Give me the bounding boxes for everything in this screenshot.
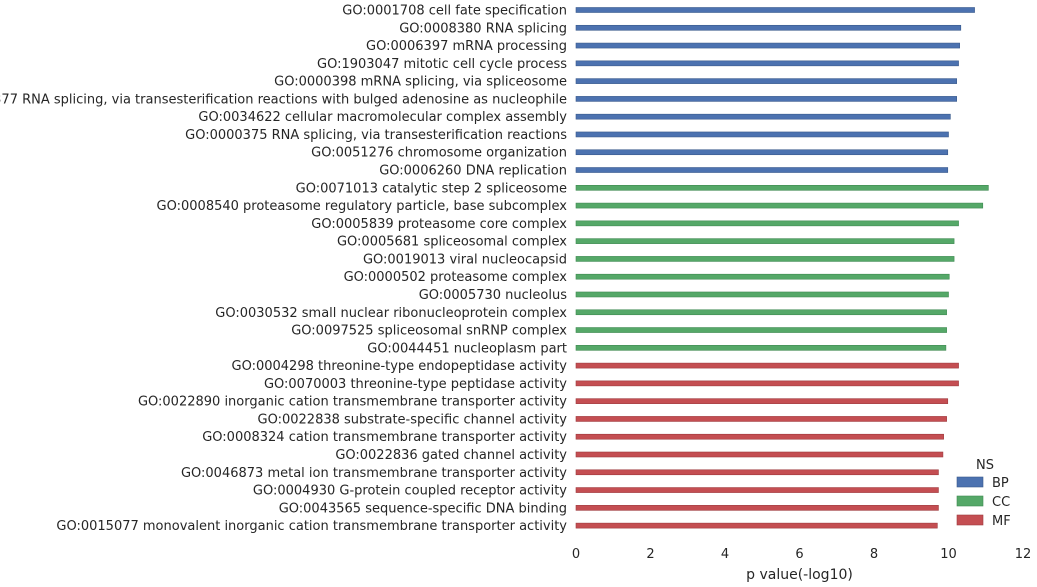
bar-mf [575,380,959,387]
category-label: GO:0008540 proteasome regulatory particl… [157,199,568,214]
x-tick-label: 10 [940,547,957,562]
x-axis-label: p value(-log10) [746,567,853,583]
legend: NS BP CC MF [956,458,1011,529]
bar-bp [575,78,957,84]
category-label: GO:0006260 DNA replication [379,164,567,179]
legend-label-cc: CC [992,495,1010,510]
bar-bp [575,131,949,138]
category-label: GO:0019013 viral nucleocapsid [363,252,567,267]
bar-bp [575,149,949,156]
category-label: GO:0001708 cell fate specification [342,4,567,19]
bar-cc [575,345,947,351]
x-tick-label: 0 [572,547,580,562]
x-tick-label: 12 [1015,547,1032,562]
bar-mf [575,398,949,404]
bar-bp [575,113,951,120]
x-tick-label: 4 [721,547,729,562]
bar-bp [575,167,949,173]
legend-label-mf: MF [992,514,1011,529]
x-tick-label: 6 [795,547,803,562]
category-label: GO:0043565 sequence-specific DNA binding [279,501,567,516]
category-label: GO:0008324 cation transmembrane transpor… [202,430,567,445]
bar-mf [575,487,939,493]
bar-bp [575,96,957,102]
bar-mf [575,451,944,458]
category-label: GO:0015077 monovalent inorganic cation t… [56,519,567,534]
legend-title: NS [976,458,994,473]
bar-cc [575,256,955,262]
category-label: GO:0004930 G-protein coupled receptor ac… [253,484,567,499]
category-label: GO:0006397 mRNA processing [366,39,567,54]
bar-mf [575,416,947,422]
category-label: GO:0022838 substrate-specific channel ac… [258,412,568,427]
bar-cc [575,309,947,316]
bar-mf [575,522,938,529]
category-label: GO:0000502 proteasome complex [344,270,568,285]
category-label: GO:0071013 catalytic step 2 spliceosome [296,181,567,196]
bar-mf [575,362,959,369]
bar-cc [575,327,947,333]
category-label: GO:0005681 spliceosomal complex [337,235,567,250]
bar-mf [575,433,944,440]
bar-cc [575,238,955,244]
bar-cc [575,220,959,227]
category-label: GO:0022836 gated channel activity [335,448,567,463]
category-label: GO:0000398 mRNA splicing, via spliceosom… [274,75,567,90]
bar-mf [575,469,939,476]
category-label: GO:0034622 cellular macromolecular compl… [198,110,567,125]
category-label: GO:0022890 inorganic cation transmembran… [138,395,567,410]
bar-bp [575,7,975,13]
bar-cc [575,291,949,298]
category-label: GO:0070003 threonine-type peptidase acti… [264,377,567,392]
category-label: GO:0005730 nucleolus [419,288,568,303]
category-label: GO:0000375 RNA splicing, via transesteri… [185,128,567,143]
bar-cc [575,185,989,191]
x-tick-label: 2 [646,547,654,562]
bar-bp [575,60,959,67]
category-label: GO:0030532 small nuclear ribonucleoprote… [215,306,567,321]
bar-mf [575,505,939,511]
legend-swatch-mf [956,514,984,526]
category-label: GO:0005839 proteasome core complex [311,217,567,232]
bar-cc [575,202,984,209]
category-label-group: GO:0001708 cell fate specification GO:000… [0,4,567,535]
category-label: GO:0008380 RNA splicing [399,21,567,36]
legend-label-bp: BP [992,476,1009,491]
category-label: GO:0000377 RNA splicing, via transesteri… [0,92,567,107]
bar-group [575,7,989,529]
category-label: GO:1903047 mitotic cell cycle process [317,57,567,72]
x-axis: 0 2 4 6 8 10 12 [572,547,1031,562]
bar-bp [575,42,960,49]
category-label: GO:0051276 chromosome organization [311,146,567,161]
category-label: GO:0097525 spliceosomal snRNP complex [291,324,567,339]
category-label: GO:0044451 nucleoplasm part [367,341,567,356]
category-label: GO:0046873 metal ion transmembrane trans… [181,466,567,481]
bar-cc [575,273,950,280]
legend-swatch-bp [956,476,984,488]
legend-swatch-cc [956,495,984,507]
x-tick-label: 8 [870,547,878,562]
category-label: GO:0004298 threonine-type endopeptidase … [232,359,568,374]
bar-bp [575,24,962,31]
